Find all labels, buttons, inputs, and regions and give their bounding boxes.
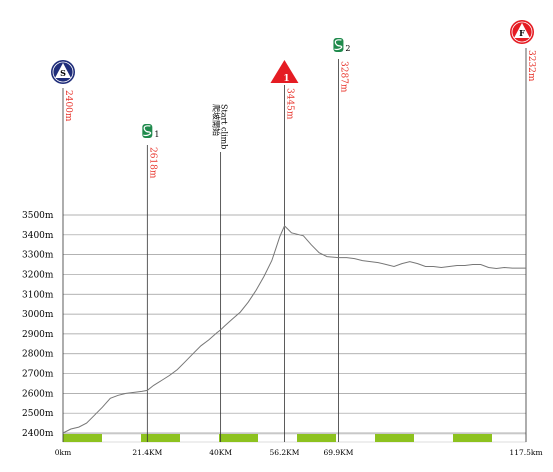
y-tick-label: 2400m [22,429,54,439]
kom-icon-number: 1 [283,74,289,84]
sprint-icon: 2 [333,38,351,53]
elevation-profile-line [62,225,526,434]
finish-icon-letter: F [519,28,525,38]
finish-elevation-label: 3232m [526,50,536,82]
x-tick-label: 0km [55,448,71,457]
marker-lines: S 2400m 1 2618m 爬坡開始 Start climb 1 3445m 2 3287m F… [51,20,536,442]
kom-elevation-label: 3445m [284,88,294,120]
y-tick-label: 3400m [22,231,54,241]
x-tick-label: 56.2KM [269,448,299,457]
distance-bar [62,433,527,443]
grid-lines [63,214,526,434]
y-tick-label: 2600m [22,389,54,399]
sprint-elevation-label: 2618m [147,147,157,179]
distance-bar-segment [297,434,336,442]
x-tick-label: 40KM [209,448,232,457]
distance-bar-segment [375,434,414,442]
y-tick-label: 3100m [22,290,54,300]
distance-bar-segment [141,434,180,442]
start-icon-triangle [55,63,71,78]
y-axis: 2400m 2500m 2600m 2700m 2800m 2900m 3000m 3100m… [22,211,54,439]
sprint-icon-letter [143,125,152,137]
kom-icon: 1 [270,60,299,84]
start-icon: S [51,60,75,84]
x-tick-label: 69.9KM [323,448,353,457]
sprint-icon-index: 1 [154,130,159,139]
sprint-icon-letter [334,39,343,51]
finish-icon: F [510,20,534,44]
sprint-elevation-label: 3287m [338,61,348,93]
y-tick-label: 3200m [22,270,54,280]
finish-icon-ring [511,21,533,43]
distance-bar-segment [453,434,492,442]
sprint-icon-index: 2 [345,44,350,53]
start-icon-letter: S [60,68,66,78]
distance-bar-segment [219,434,258,442]
finish-icon-triangle [514,23,530,38]
x-tick-label: 21.4KM [132,448,162,457]
sprint-icon: 1 [142,124,159,139]
y-tick-label: 2700m [22,370,54,380]
start-icon-ring [52,61,74,83]
x-axis: 0km 21.4KM 40KM 56.2KM 69.9KM 117.5km [55,448,543,457]
distance-bar-segment [63,434,102,442]
climb-start-label: Start climb [220,104,229,149]
y-tick-label: 2900m [22,330,54,340]
y-tick-label: 2800m [22,350,54,360]
x-tick-label: 117.5km [509,448,542,457]
y-tick-label: 2500m [22,409,54,419]
climb-start-sublabel: 爬坡開始 [212,104,222,136]
y-tick-label: 3000m [22,310,54,320]
y-tick-label: 3500m [22,211,54,221]
kom-icon-triangle [270,60,299,83]
start-elevation-label: 2400m [63,90,73,122]
y-tick-label: 3300m [22,251,54,261]
